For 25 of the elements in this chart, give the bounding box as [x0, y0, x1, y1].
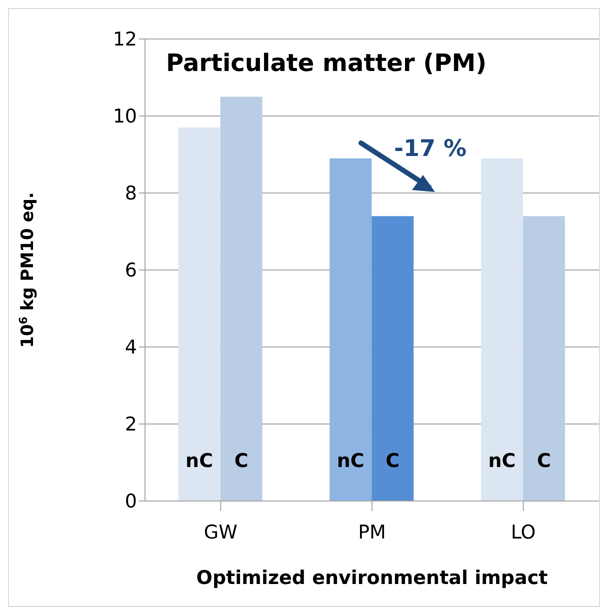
y-tick-label: 2 — [124, 414, 137, 436]
bar — [330, 158, 372, 501]
bar — [220, 96, 262, 501]
bar — [178, 128, 220, 501]
y-tick-label: 6 — [124, 260, 137, 282]
y-tick-label: 10 — [112, 106, 137, 128]
bar — [522, 216, 565, 501]
text: C — [234, 450, 248, 472]
y-tick-label: 0 — [124, 490, 137, 513]
text: C — [536, 450, 551, 472]
x-axis-title: Optimized environmental impact — [196, 567, 548, 589]
series-label: nC — [336, 450, 364, 472]
bar — [372, 216, 414, 501]
annotation: -17 % — [394, 136, 467, 162]
x-tick-label: GW — [204, 521, 238, 544]
chart-title: Particulate matter (PM) — [166, 49, 487, 77]
x-tick-label: PM — [358, 521, 386, 544]
y-tick-label: 12 — [112, 28, 137, 51]
x-tick-label: LO — [510, 521, 536, 544]
series-label: C — [386, 450, 400, 472]
text: nC — [488, 450, 516, 472]
y-tick-label: 4 — [124, 336, 137, 359]
text: nC — [186, 450, 214, 472]
bar — [480, 158, 523, 501]
y-tick-label: 8 — [124, 182, 137, 205]
